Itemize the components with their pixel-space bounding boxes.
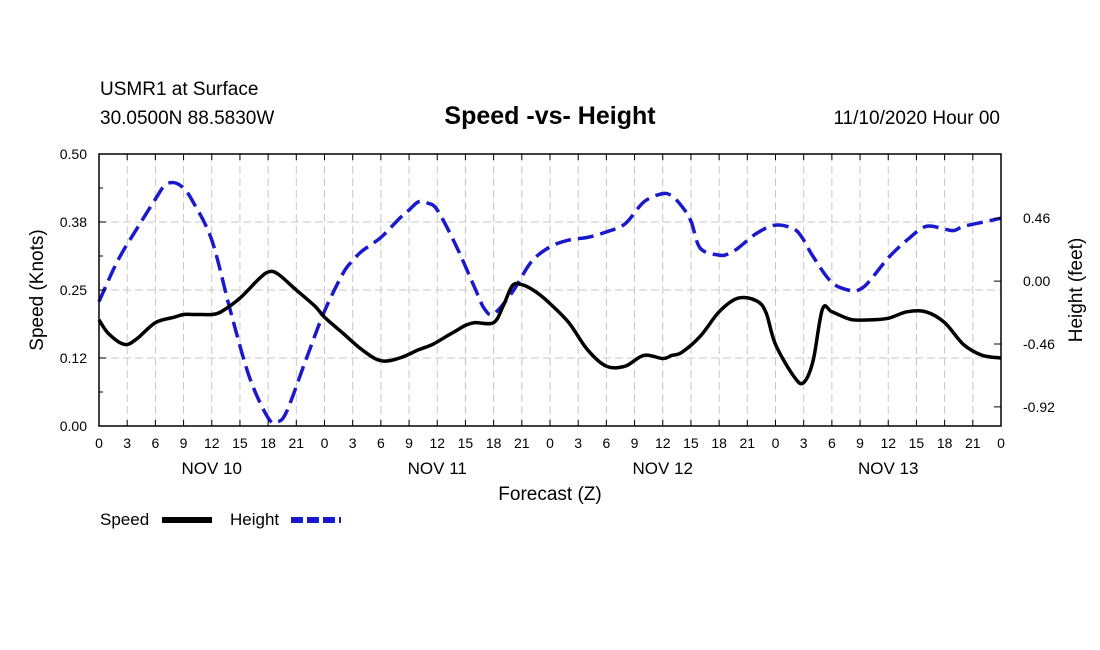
x-tick-label: 6 (377, 435, 385, 451)
x-tick-label: 18 (937, 435, 953, 451)
x-tick-label: 0 (546, 435, 554, 451)
legend-label-height: Height (230, 510, 279, 529)
axis-ticks (98, 153, 1002, 427)
x-tick-label: 15 (683, 435, 699, 451)
y-tick-label-right: -0.46 (1023, 336, 1055, 352)
y-axis-label-left: Speed (Knots) (27, 229, 48, 350)
x-tick-label: 0 (95, 435, 103, 451)
series-line-speed (97, 269, 1002, 386)
y-tick-label-left: 0.25 (60, 282, 87, 298)
x-tick-label: 18 (486, 435, 502, 451)
y-tick-label-left: 0.38 (60, 214, 87, 230)
x-tick-label: 15 (232, 435, 248, 451)
x-tick-label: 3 (574, 435, 582, 451)
x-tick-label: 21 (514, 435, 530, 451)
y-axis-label-right: Height (feet) (1066, 238, 1087, 343)
x-tick-label: 6 (151, 435, 159, 451)
x-tick-label: 21 (289, 435, 305, 451)
x-tick-label: 0 (321, 435, 329, 451)
y-tick-label-left: 0.12 (60, 350, 87, 366)
legend: Speed Height (100, 510, 341, 529)
x-tick-label: 12 (429, 435, 445, 451)
day-label: NOV 12 (633, 459, 693, 478)
x-tick-label: 6 (828, 435, 836, 451)
day-label: NOV 13 (858, 459, 918, 478)
x-tick-label: 21 (740, 435, 756, 451)
day-label: NOV 11 (408, 459, 467, 478)
station-label: USMR1 at Surface (100, 79, 258, 100)
x-tick-label: 9 (631, 435, 639, 451)
x-tick-label: 0 (772, 435, 780, 451)
x-tick-label: 12 (204, 435, 220, 451)
grid-lines (99, 154, 1001, 426)
x-tick-label: 9 (405, 435, 413, 451)
tick-labels: 0 3 6 9 12 15 18 21 0 3 6 9 12 15 18 21 0 3 6 9 12 15 18 21 0 3 6 9… (60, 146, 1055, 478)
x-tick-label: 18 (711, 435, 727, 451)
x-tick-label: 12 (880, 435, 896, 451)
y-tick-label-left: 0.50 (60, 146, 87, 162)
y-tick-label-right: -0.92 (1023, 399, 1055, 415)
x-tick-label: 6 (602, 435, 610, 451)
x-tick-label: 3 (800, 435, 808, 451)
x-tick-label: 9 (856, 435, 864, 451)
x-tick-label: 15 (458, 435, 474, 451)
y-tick-label-right: 0.46 (1023, 210, 1050, 226)
y-tick-label-left: 0.00 (60, 418, 87, 434)
series-layer (97, 180, 1002, 425)
chart-title: Speed -vs- Height (444, 102, 656, 130)
x-tick-label: 3 (349, 435, 357, 451)
x-tick-label: 12 (655, 435, 671, 451)
legend-label-speed: Speed (100, 510, 149, 529)
series-line-height (97, 180, 1002, 425)
y-tick-label-right: 0.00 (1023, 273, 1050, 289)
x-axis-label: Forecast (Z) (498, 484, 601, 505)
day-label: NOV 10 (182, 459, 242, 478)
x-tick-label: 0 (997, 435, 1005, 451)
x-tick-label: 15 (909, 435, 925, 451)
coords-label: 30.0500N 88.5830W (100, 108, 274, 129)
x-tick-label: 18 (260, 435, 276, 451)
x-tick-label: 3 (123, 435, 131, 451)
datetime-label: 11/10/2020 Hour 00 (833, 108, 1000, 129)
x-tick-label: 9 (180, 435, 188, 451)
x-tick-label: 21 (965, 435, 981, 451)
